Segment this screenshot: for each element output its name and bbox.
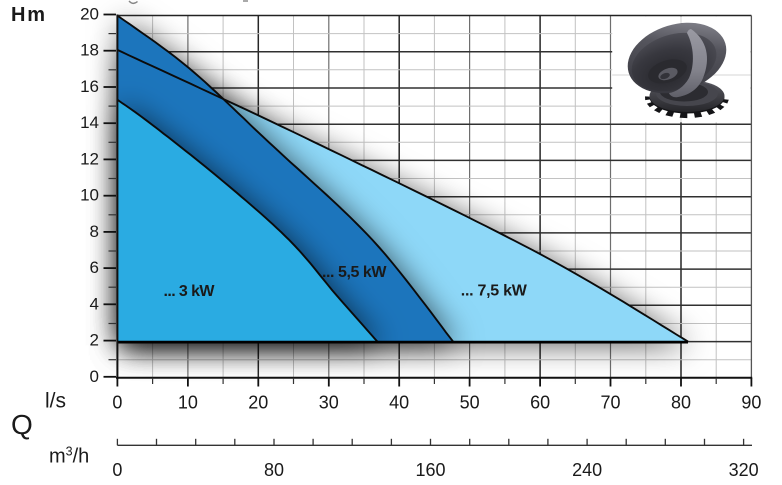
svg-text:0: 0 (112, 393, 122, 413)
svg-text:m3/h: m3/h (49, 445, 89, 468)
svg-text:20: 20 (80, 5, 99, 24)
svg-text:80: 80 (264, 460, 284, 480)
svg-text:10: 10 (80, 186, 99, 205)
svg-text:14: 14 (80, 113, 99, 132)
svg-text:16: 16 (80, 77, 99, 96)
svg-text:240: 240 (572, 460, 602, 480)
svg-text:50: 50 (460, 393, 480, 413)
svg-text:10: 10 (178, 393, 198, 413)
svg-text:Q: Q (11, 409, 33, 440)
svg-text:20: 20 (248, 393, 268, 413)
svg-text:... 7,5 kW: ... 7,5 kW (461, 283, 528, 300)
svg-text:2: 2 (90, 331, 99, 350)
svg-text:30: 30 (319, 393, 339, 413)
svg-text:80: 80 (671, 393, 691, 413)
svg-text:70: 70 (600, 393, 620, 413)
svg-text:90: 90 (741, 393, 761, 413)
svg-text:6: 6 (90, 258, 99, 277)
svg-text:0: 0 (90, 367, 99, 386)
svg-text:60: 60 (530, 393, 550, 413)
svg-text:18: 18 (80, 41, 99, 60)
svg-text:... 3 kW: ... 3 kW (164, 283, 216, 300)
svg-text:12: 12 (80, 149, 99, 168)
svg-text:160: 160 (415, 460, 445, 480)
svg-text:Hm: Hm (11, 4, 45, 26)
svg-text:320: 320 (729, 460, 759, 480)
svg-text:4: 4 (90, 294, 99, 313)
svg-text:40: 40 (389, 393, 409, 413)
svg-text:8: 8 (90, 222, 99, 241)
svg-text:... 5,5 kW: ... 5,5 kW (322, 264, 387, 281)
svg-text:l/s: l/s (45, 390, 66, 413)
svg-text:0: 0 (112, 460, 122, 480)
